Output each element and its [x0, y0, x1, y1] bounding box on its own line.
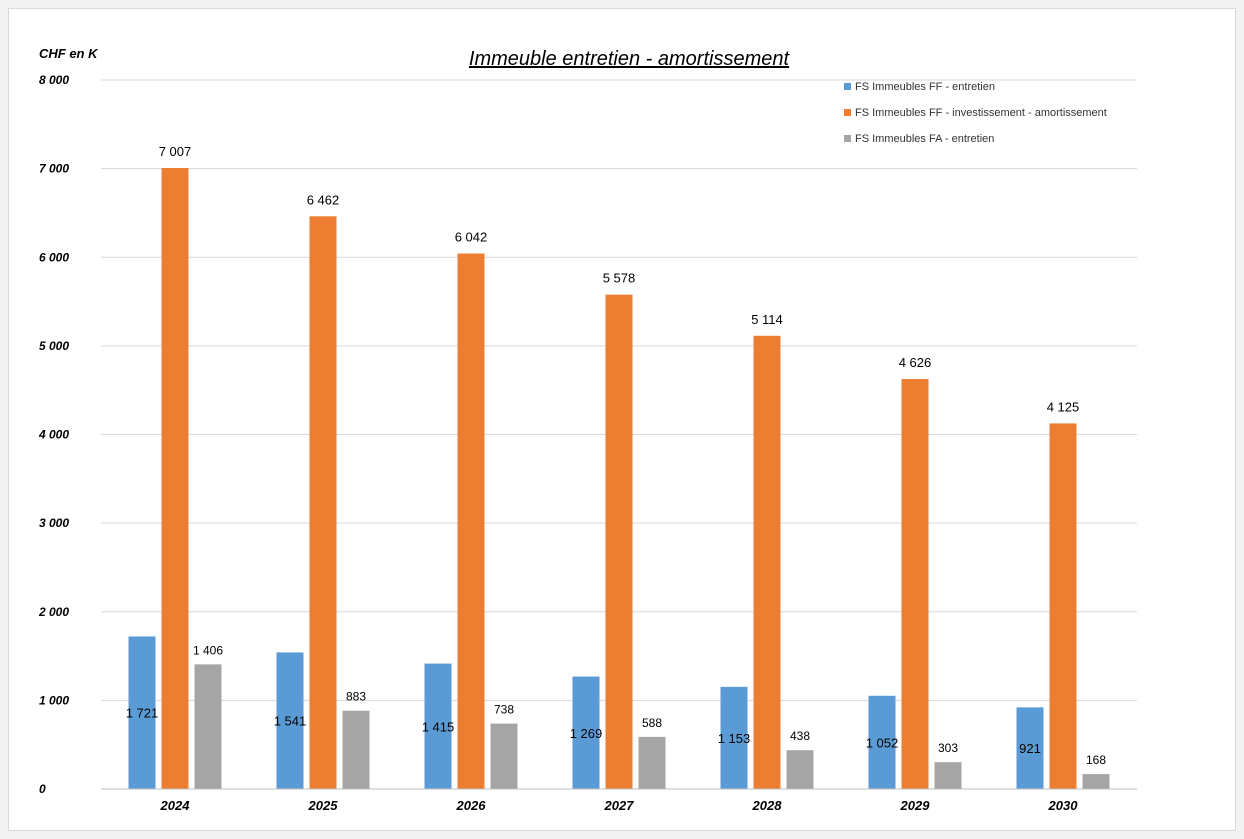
data-label: 303 [938, 741, 958, 755]
data-label: 4 125 [1047, 399, 1080, 414]
bar-2024-series-2 [161, 168, 189, 789]
bar-2029-series-2 [901, 379, 929, 789]
data-label: 1 721 [126, 706, 159, 721]
legend-swatch [844, 109, 851, 116]
y-tick-label: 8 000 [39, 73, 69, 87]
x-tick-label: 2025 [308, 798, 339, 813]
y-unit-label: CHF en K [39, 46, 99, 61]
y-tick-label: 5 000 [39, 339, 69, 353]
bar-2027-series-2 [605, 294, 633, 789]
bar-2026-series-1 [424, 663, 452, 789]
bar-2030-series-3 [1082, 774, 1110, 789]
y-tick-label: 1 000 [39, 693, 69, 707]
bar-2024-series-1 [128, 636, 156, 789]
y-tick-label: 0 [39, 782, 46, 796]
y-tick-label: 2 000 [38, 605, 69, 619]
data-label: 1 406 [193, 643, 223, 657]
bar-2028-series-2 [753, 335, 781, 789]
y-tick-label: 3 000 [39, 516, 69, 530]
axes: 0 1 000 2 000 3 000 4 000 5 000 6 000 7 000 8 00… [38, 73, 1137, 813]
bar-2025-series-3 [342, 710, 370, 789]
data-label: 921 [1019, 741, 1041, 756]
bar-chart: 1 721 7 007 1 406 1 541 6 462 883 1 415 6 042 73… [38, 46, 1137, 813]
data-label: 4 626 [899, 355, 932, 370]
x-tick-label: 2026 [456, 798, 487, 813]
bar-2027-series-1 [572, 676, 600, 789]
bar-2028-series-1 [720, 686, 748, 789]
bar-2030-series-1 [1016, 707, 1044, 789]
data-label: 1 415 [422, 719, 455, 734]
data-label: 883 [346, 690, 366, 704]
y-tick-label: 4 000 [38, 428, 69, 442]
bar-2029-series-3 [934, 762, 962, 789]
x-tick-label: 2028 [752, 798, 783, 813]
data-label: 6 462 [307, 192, 340, 207]
bar-2027-series-3 [638, 736, 666, 789]
bar-2030-series-2 [1049, 423, 1077, 789]
bar-2026-series-3 [490, 723, 518, 789]
data-label: 7 007 [159, 144, 192, 159]
chart-title: Immeuble entretien - amortissement [469, 48, 791, 70]
legend-label: FS Immeubles FA - entretien [855, 133, 994, 145]
data-label: 738 [494, 703, 514, 717]
bar-2024-series-3 [194, 664, 222, 789]
legend-swatch [844, 83, 851, 90]
data-label: 5 114 [751, 312, 783, 327]
data-label: 1 052 [866, 735, 899, 750]
bar-2025-series-2 [309, 216, 337, 790]
x-tick-label: 2029 [900, 798, 931, 813]
chart-frame: 1 721 7 007 1 406 1 541 6 462 883 1 415 6 042 73… [8, 8, 1236, 831]
data-label: 168 [1086, 753, 1106, 767]
legend-swatch [844, 135, 851, 142]
y-tick-label: 6 000 [39, 250, 69, 264]
bar-2025-series-1 [276, 652, 304, 789]
bar-2026-series-2 [457, 253, 485, 789]
x-tick-label: 2024 [160, 798, 191, 813]
bar-2029-series-1 [868, 695, 896, 789]
data-labels: 1 721 7 007 1 406 1 541 6 462 883 1 415 6 042 73… [126, 144, 1107, 767]
legend-label: FS Immeubles FF - investissement - amort… [855, 107, 1107, 119]
data-label: 588 [642, 716, 662, 730]
data-label: 1 153 [718, 731, 751, 746]
x-tick-label: 2030 [1048, 798, 1079, 813]
data-label: 438 [790, 729, 810, 743]
bars [128, 168, 1110, 790]
data-label: 1 541 [274, 714, 307, 729]
data-label: 6 042 [455, 230, 488, 245]
data-label: 1 269 [570, 726, 603, 741]
legend-label: FS Immeubles FF - entretien [855, 81, 995, 93]
data-label: 5 578 [603, 271, 636, 286]
y-tick-label: 7 000 [39, 162, 69, 176]
legend: FS Immeubles FF - entretien FS Immeubles … [844, 81, 1107, 145]
bar-2028-series-3 [786, 750, 814, 789]
x-tick-label: 2027 [604, 798, 635, 813]
